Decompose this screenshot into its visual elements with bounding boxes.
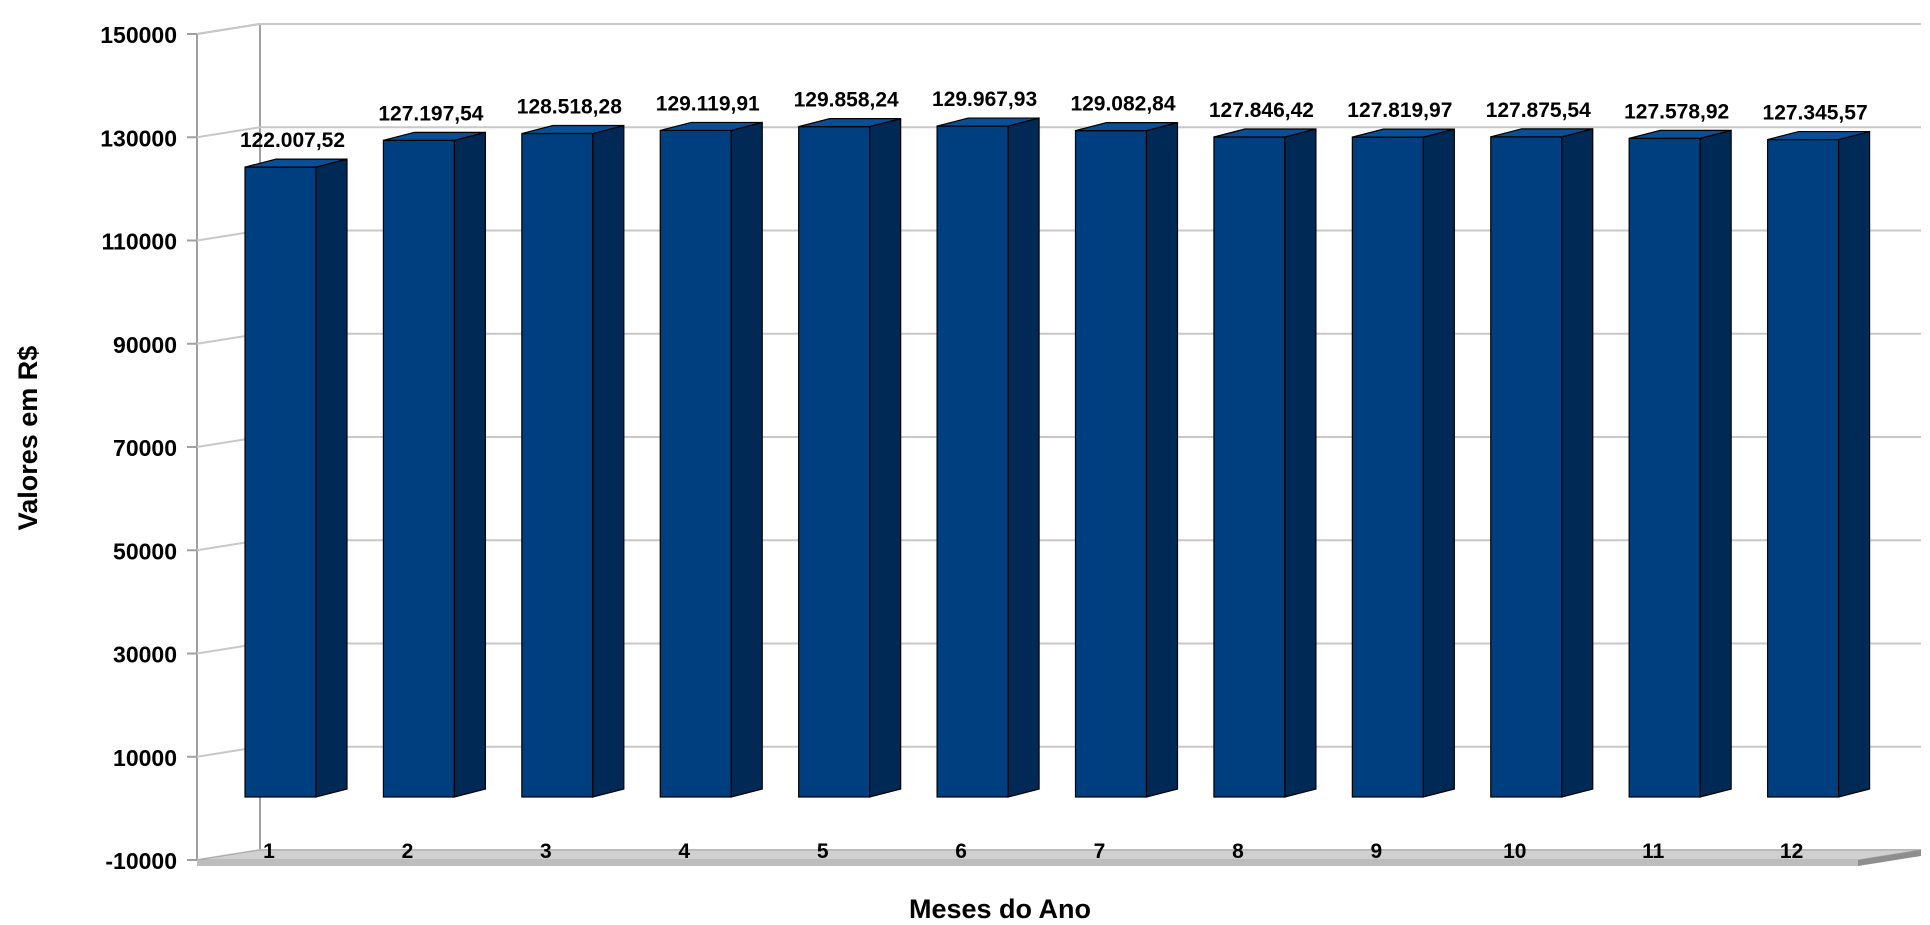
y-tick-label: 10000 xyxy=(113,745,177,771)
bar-top xyxy=(1213,128,1317,138)
bar-front xyxy=(382,139,456,798)
data-label: 127.875,54 xyxy=(1486,99,1591,122)
x-tick-label: 10 xyxy=(1503,840,1526,863)
y-tick-label: 50000 xyxy=(113,538,177,564)
bar-front xyxy=(1766,138,1840,798)
y-tick-label: 130000 xyxy=(100,125,177,151)
bar xyxy=(521,124,625,798)
x-tick-label: 5 xyxy=(817,840,829,863)
bar-side xyxy=(1284,128,1317,798)
x-tick-label: 7 xyxy=(1094,840,1106,863)
y-tick-label: 150000 xyxy=(100,22,177,48)
bar-top xyxy=(798,118,901,128)
data-label: 127.846,42 xyxy=(1209,99,1314,122)
y-axis-title: Valores em R$ xyxy=(13,346,43,531)
data-label: 127.819,97 xyxy=(1347,99,1452,122)
data-labels: 122.007,52 127.197,54 128.518,28 129.119,91… xyxy=(240,88,1868,152)
data-label: 129.119,91 xyxy=(656,92,760,115)
y-tick-label: 90000 xyxy=(113,332,177,358)
bar-top xyxy=(521,124,624,135)
bar xyxy=(244,158,348,798)
data-label: 129.082,84 xyxy=(1070,93,1175,116)
bar-side xyxy=(869,117,902,798)
x-tick-label: 3 xyxy=(540,840,552,863)
bar-top xyxy=(660,121,763,132)
bar-front xyxy=(1351,136,1424,798)
data-label: 122.007,52 xyxy=(240,129,345,152)
data-label: 127.345,57 xyxy=(1763,102,1868,125)
bar-top xyxy=(936,117,1040,127)
data-label: 127.197,54 xyxy=(378,102,483,125)
bar xyxy=(1213,128,1317,798)
x-tick-label: 12 xyxy=(1780,840,1803,863)
bar-side xyxy=(1422,128,1455,798)
bar-side xyxy=(592,124,625,798)
bar-side xyxy=(1699,129,1732,798)
bar-side xyxy=(453,131,487,798)
data-label: 129.858,24 xyxy=(794,89,899,112)
bar xyxy=(1074,121,1179,798)
bar-front xyxy=(659,129,732,798)
bar xyxy=(1490,128,1594,798)
bar-side xyxy=(315,158,348,798)
x-tick-label: 2 xyxy=(402,840,414,863)
bar-front xyxy=(936,125,1009,798)
bar-top xyxy=(1767,130,1870,141)
bar-side xyxy=(1007,117,1040,798)
bar xyxy=(382,131,487,798)
bar-front xyxy=(798,126,871,798)
bar-side xyxy=(730,121,763,798)
y-tick-label: -10000 xyxy=(105,848,177,874)
bar-front xyxy=(1628,137,1701,798)
data-label: 129.967,93 xyxy=(932,88,1037,111)
data-label: 127.578,92 xyxy=(1624,100,1729,123)
y-tick-label: 110000 xyxy=(102,229,177,255)
y-axis-ticks: -10000 10000 30000 50000 70000 90000 110000 130… xyxy=(100,22,197,874)
bar-top xyxy=(1490,128,1593,138)
floor-side xyxy=(1858,850,1921,866)
bar-front xyxy=(1490,136,1563,798)
bar-side xyxy=(1145,121,1179,798)
x-tick-label: 9 xyxy=(1370,840,1382,863)
bar-side xyxy=(1561,128,1594,798)
bar-front xyxy=(1074,130,1148,798)
bar-top xyxy=(383,131,486,141)
chart-floor xyxy=(196,849,1922,866)
bar-top xyxy=(1352,128,1455,138)
x-tick-label: 4 xyxy=(678,840,690,863)
x-axis-ticks: 1 2 3 4 5 6 7 8 9 10 11 12 xyxy=(263,840,1803,863)
bar-top xyxy=(1629,129,1732,139)
bar-side xyxy=(1837,130,1871,798)
bar-top xyxy=(244,158,348,168)
bar xyxy=(798,117,902,798)
bar-front xyxy=(244,166,317,798)
x-tick-label: 1 xyxy=(263,840,275,863)
bars xyxy=(244,117,1871,798)
floor-front xyxy=(197,860,1858,866)
x-tick-label: 8 xyxy=(1232,840,1244,863)
gridline-diagonal xyxy=(196,23,261,35)
gridline-diagonal xyxy=(196,126,261,139)
x-tick-label: 6 xyxy=(955,840,967,863)
bar-front xyxy=(521,132,594,798)
bar-front xyxy=(1213,136,1286,798)
bar xyxy=(1766,130,1871,798)
data-label: 128.518,28 xyxy=(517,96,622,119)
y-tick-label: 30000 xyxy=(113,642,177,668)
bar xyxy=(659,121,763,798)
x-tick-label: 11 xyxy=(1642,840,1665,863)
bar xyxy=(1628,129,1732,798)
bar xyxy=(936,117,1040,798)
bar xyxy=(1351,128,1455,798)
y-tick-label: 70000 xyxy=(113,435,177,461)
x-axis-title: Meses do Ano xyxy=(909,894,1091,924)
bar-top xyxy=(1075,122,1178,132)
